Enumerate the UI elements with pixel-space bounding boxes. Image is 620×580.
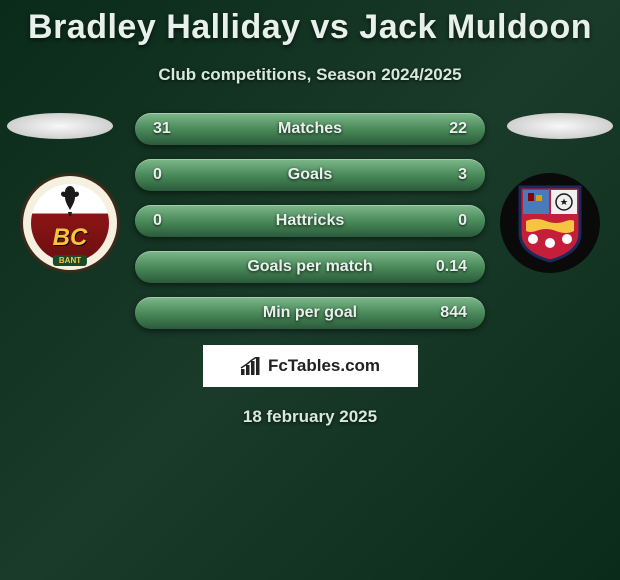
stat-value-right: 0: [427, 212, 467, 230]
date: 18 february 2025: [0, 407, 620, 427]
club-badge-left-initials: BC: [53, 224, 88, 252]
stat-value-right: 3: [427, 166, 467, 184]
stat-value-right: 22: [427, 120, 467, 138]
club-badge-right: [500, 173, 600, 273]
player-platform-left: [7, 113, 113, 139]
stat-value-left: 0: [153, 166, 193, 184]
stat-row-goals: 0 Goals 3: [135, 159, 485, 191]
stat-label: Matches: [278, 120, 342, 138]
shield-icon: [516, 183, 584, 263]
player-platform-right: [507, 113, 613, 139]
comparison-panel: BC BANT 31 Matches 22: [0, 113, 620, 427]
stat-row-matches: 31 Matches 22: [135, 113, 485, 145]
stat-value-right: 844: [427, 304, 467, 322]
watermark-text: FcTables.com: [268, 356, 380, 376]
stat-label: Goals: [288, 166, 332, 184]
stat-row-min-per-goal: Min per goal 844: [135, 297, 485, 329]
stat-value-left: 31: [153, 120, 193, 138]
club-badge-left: BC BANT: [20, 173, 120, 273]
stat-label: Hattricks: [276, 212, 344, 230]
stat-label: Min per goal: [263, 304, 357, 322]
page-title: Bradley Halliday vs Jack Muldoon: [0, 0, 620, 47]
watermark: FcTables.com: [203, 345, 418, 387]
stat-row-hattricks: 0 Hattricks 0: [135, 205, 485, 237]
club-badge-left-banner: BANT: [53, 255, 87, 266]
stat-value-left: 0: [153, 212, 193, 230]
bar-chart-icon: [240, 357, 262, 375]
subtitle: Club competitions, Season 2024/2025: [0, 65, 620, 85]
stat-row-goals-per-match: Goals per match 0.14: [135, 251, 485, 283]
rooster-icon: [55, 184, 85, 221]
stats-list: 31 Matches 22 0 Goals 3 0 Hattricks 0 Go…: [135, 113, 485, 329]
stat-value-right: 0.14: [427, 258, 467, 276]
stat-label: Goals per match: [247, 258, 372, 276]
